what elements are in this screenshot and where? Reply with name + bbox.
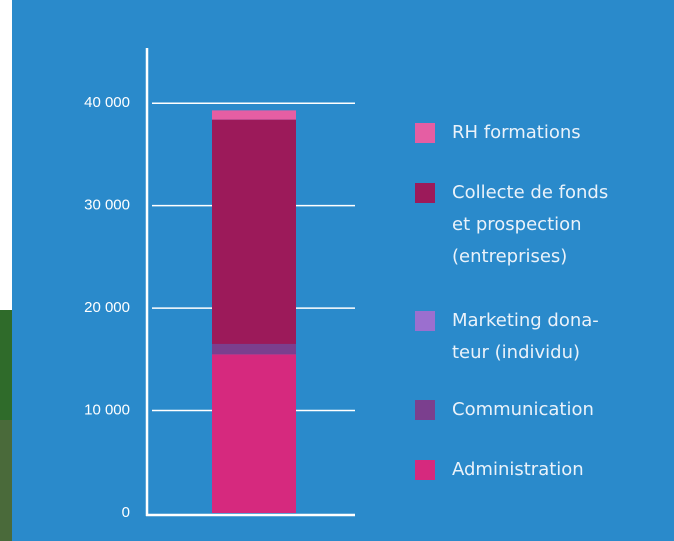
legend-item: Administration bbox=[415, 454, 584, 486]
photo-fragment bbox=[0, 310, 14, 420]
y-tick-label: 0 bbox=[122, 504, 130, 521]
legend-swatch bbox=[415, 183, 435, 203]
legend-item: Communication bbox=[415, 394, 594, 426]
y-tick-label: 10 000 bbox=[84, 402, 130, 419]
legend-item: RH formations bbox=[415, 117, 581, 149]
legend-label: Administration bbox=[452, 459, 584, 480]
legend-swatch bbox=[415, 311, 435, 331]
background bbox=[12, 0, 674, 541]
bar-segment bbox=[212, 343, 296, 355]
bar-segment bbox=[212, 119, 296, 344]
bar-segment bbox=[212, 110, 296, 120]
legend-label: RH formations bbox=[452, 122, 581, 143]
legend-label: Marketing dona- teur (individu) bbox=[452, 310, 599, 363]
legend-swatch bbox=[415, 123, 435, 143]
legend-label: Communication bbox=[452, 399, 594, 420]
legend-item: Marketing dona- teur (individu) bbox=[415, 305, 599, 369]
y-tick-label: 40 000 bbox=[84, 94, 130, 111]
legend-label: Collecte de fonds et prospection (entrep… bbox=[452, 182, 609, 267]
bar-segment bbox=[212, 354, 296, 513]
legend-swatch bbox=[415, 400, 435, 420]
legend-item: Collecte de fonds et prospection (entrep… bbox=[415, 177, 608, 273]
y-tick-label: 30 000 bbox=[84, 197, 130, 214]
legend-swatch bbox=[415, 460, 435, 480]
y-tick-label: 20 000 bbox=[84, 299, 130, 316]
